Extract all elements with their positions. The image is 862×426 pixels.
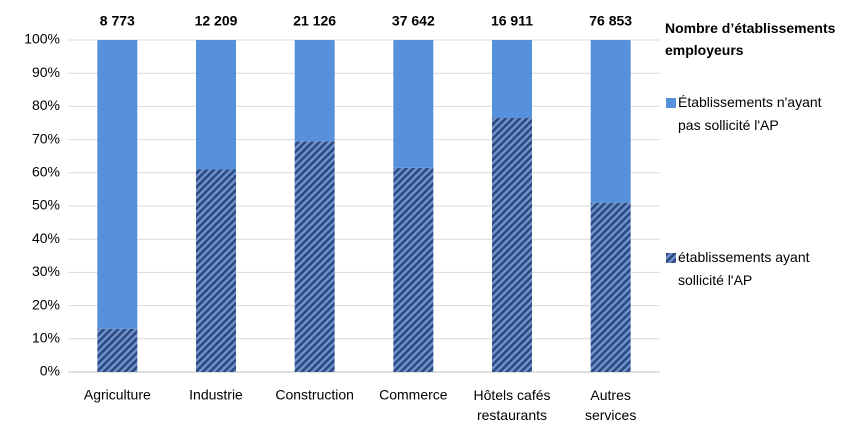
bar-segment [393, 40, 434, 168]
bar-segment [590, 202, 631, 372]
bar-segment [294, 141, 335, 372]
total-label: 8 773 [100, 13, 135, 29]
x-tick-label: Agriculture [84, 387, 151, 403]
total-label: 21 126 [293, 13, 336, 29]
total-label: 76 853 [589, 13, 632, 29]
x-tick-label: Construction [275, 387, 354, 403]
x-tick-label: Autres services [585, 387, 636, 423]
y-tick-label: 90% [32, 64, 60, 80]
annotation-title: Nombre d’établissements employeurs [665, 20, 836, 58]
bar-segment [492, 40, 532, 119]
bar-segment [294, 40, 335, 142]
y-tick-label: 10% [32, 330, 60, 346]
legend-swatch [666, 98, 676, 108]
bar-segment [97, 40, 138, 329]
x-tick-label: Hôtels cafés restaurants [473, 387, 550, 423]
bar-segment [196, 40, 236, 170]
bar-segment [97, 328, 138, 372]
total-label: 16 911 [491, 13, 533, 29]
y-tick-label: 30% [32, 263, 60, 279]
bar-segment [590, 40, 631, 203]
y-tick-label: 100% [24, 31, 60, 47]
x-tick-label: Industrie [189, 387, 243, 403]
legend-label: Établissements n'ayant pas sollicité l'AP [678, 94, 822, 133]
y-tick-label: 60% [32, 164, 60, 180]
bar-segment [393, 167, 434, 372]
total-label: 37 642 [392, 13, 435, 29]
total-label: 12 209 [195, 13, 238, 29]
x-tick-label: Commerce [379, 387, 448, 403]
y-tick-label: 50% [32, 197, 60, 213]
legend-swatch [666, 253, 676, 263]
legend-label: établissements ayant sollicité l'AP [678, 249, 810, 288]
y-tick-label: 0% [40, 363, 60, 379]
bar-segment [492, 118, 532, 373]
y-tick-label: 40% [32, 230, 60, 246]
y-tick-label: 20% [32, 296, 60, 312]
bar-segment [196, 169, 236, 372]
y-tick-label: 70% [32, 130, 60, 146]
y-tick-label: 80% [32, 97, 60, 113]
